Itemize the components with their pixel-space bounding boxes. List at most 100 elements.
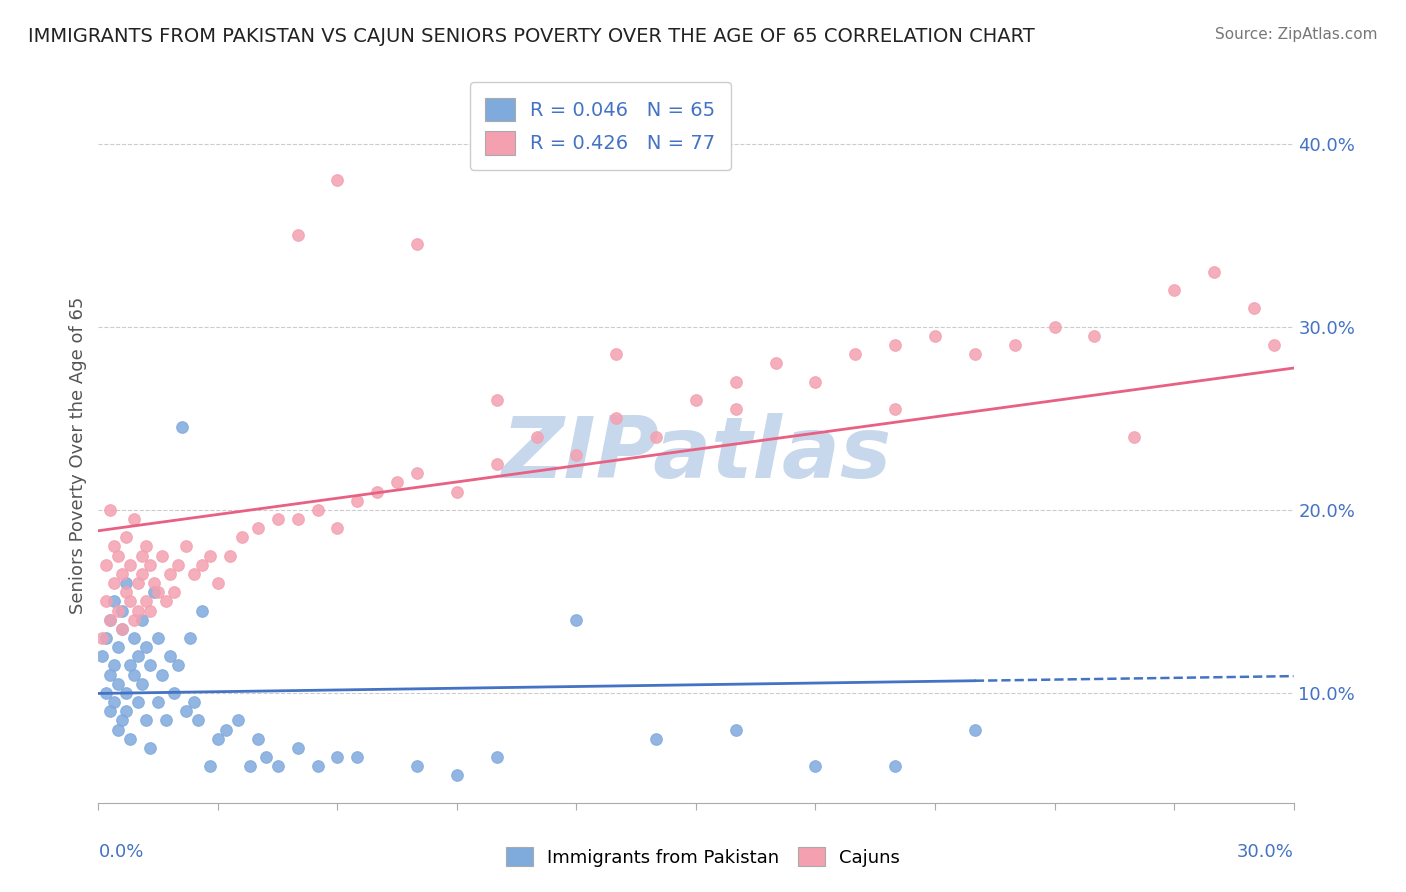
Point — [406, 467, 429, 481]
Text: ZIPatlas: ZIPatlas — [501, 413, 891, 497]
Point — [198, 759, 221, 773]
Point — [526, 429, 548, 443]
Point — [485, 392, 508, 407]
Point — [148, 585, 170, 599]
Point — [131, 549, 153, 563]
Point — [406, 759, 429, 773]
Point — [131, 613, 153, 627]
Point — [120, 594, 142, 608]
Point — [143, 585, 166, 599]
Point — [139, 658, 162, 673]
Point — [155, 714, 177, 728]
Point — [120, 658, 142, 673]
Point — [98, 613, 122, 627]
Point — [127, 649, 149, 664]
Point — [103, 658, 125, 673]
Point — [135, 640, 157, 655]
Point — [446, 768, 468, 782]
Point — [124, 512, 146, 526]
Point — [844, 347, 866, 361]
Point — [135, 594, 157, 608]
Point — [804, 375, 827, 389]
Point — [239, 759, 262, 773]
Point — [107, 549, 129, 563]
Point — [172, 420, 194, 434]
Point — [139, 603, 162, 617]
Point — [107, 677, 129, 691]
Point — [96, 558, 118, 572]
Point — [1263, 338, 1285, 352]
Point — [565, 613, 588, 627]
Point — [307, 759, 329, 773]
Point — [183, 566, 205, 581]
Point — [111, 714, 134, 728]
Point — [91, 649, 114, 664]
Text: 30.0%: 30.0% — [1237, 843, 1294, 861]
Point — [326, 750, 349, 764]
Point — [96, 594, 118, 608]
Point — [485, 457, 508, 471]
Point — [115, 576, 138, 591]
Point — [103, 576, 125, 591]
Point — [1202, 265, 1225, 279]
Legend: R = 0.046   N = 65, R = 0.426   N = 77: R = 0.046 N = 65, R = 0.426 N = 77 — [470, 82, 731, 170]
Point — [163, 686, 186, 700]
Point — [267, 512, 290, 526]
Point — [1083, 329, 1105, 343]
Point — [645, 429, 668, 443]
Point — [111, 566, 134, 581]
Point — [645, 731, 668, 746]
Point — [1163, 283, 1185, 297]
Point — [163, 585, 186, 599]
Point — [724, 723, 747, 737]
Point — [103, 695, 125, 709]
Point — [98, 704, 122, 718]
Point — [1123, 429, 1146, 443]
Point — [326, 521, 349, 535]
Point — [215, 723, 238, 737]
Point — [143, 576, 166, 591]
Point — [685, 392, 707, 407]
Point — [179, 631, 201, 645]
Point — [884, 759, 907, 773]
Point — [91, 631, 114, 645]
Point — [267, 759, 290, 773]
Point — [1243, 301, 1265, 316]
Point — [111, 603, 134, 617]
Point — [605, 411, 627, 425]
Point — [127, 603, 149, 617]
Point — [107, 723, 129, 737]
Point — [254, 750, 277, 764]
Point — [148, 695, 170, 709]
Point — [346, 493, 368, 508]
Point — [159, 649, 181, 664]
Point — [155, 594, 177, 608]
Point — [207, 731, 229, 746]
Point — [191, 603, 214, 617]
Point — [963, 347, 986, 361]
Point — [167, 658, 190, 673]
Point — [107, 640, 129, 655]
Point — [96, 686, 118, 700]
Point — [131, 677, 153, 691]
Point — [120, 731, 142, 746]
Point — [346, 750, 368, 764]
Point — [565, 448, 588, 462]
Point — [167, 558, 190, 572]
Point — [124, 631, 146, 645]
Point — [326, 173, 349, 187]
Point — [963, 723, 986, 737]
Point — [246, 521, 269, 535]
Point — [183, 695, 205, 709]
Point — [115, 704, 138, 718]
Point — [131, 566, 153, 581]
Point — [148, 631, 170, 645]
Point — [174, 540, 197, 554]
Point — [107, 603, 129, 617]
Point — [98, 667, 122, 681]
Point — [120, 558, 142, 572]
Point — [884, 402, 907, 417]
Point — [187, 714, 209, 728]
Point — [150, 549, 173, 563]
Point — [111, 622, 134, 636]
